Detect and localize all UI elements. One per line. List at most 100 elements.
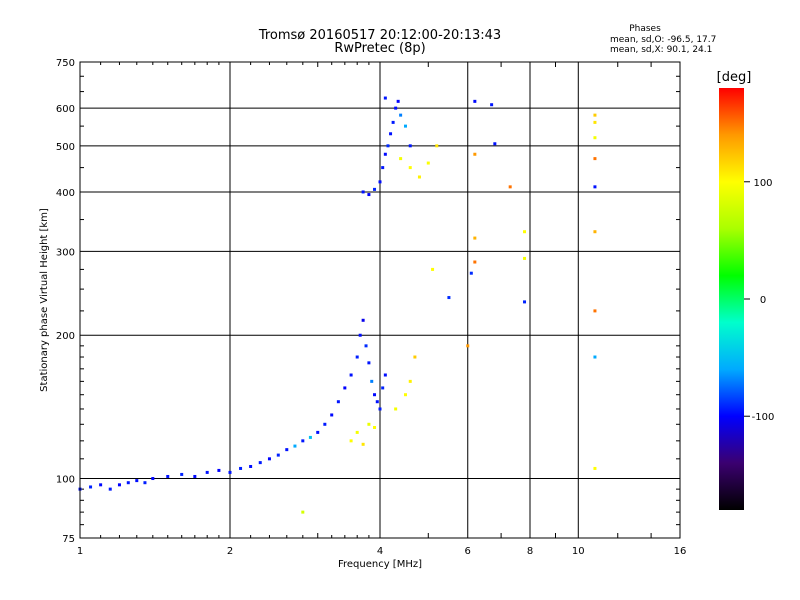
data-point	[249, 464, 253, 468]
colorbar-tick-label: 100	[753, 178, 772, 189]
colorbar-tick-label: 0	[760, 295, 766, 306]
data-point	[301, 510, 305, 514]
data-point	[466, 344, 470, 348]
data-point	[316, 430, 320, 434]
data-point	[358, 333, 362, 337]
x-tick-label: 1	[77, 546, 83, 557]
x-tick-label: 16	[674, 546, 687, 557]
data-point	[391, 120, 395, 124]
data-point	[473, 152, 477, 156]
y-tick-label: 500	[56, 142, 75, 153]
data-point	[383, 152, 387, 156]
data-point	[396, 99, 400, 103]
data-point	[301, 439, 305, 443]
colorbar-tick-label: -100	[752, 412, 775, 423]
data-point	[403, 393, 407, 397]
y-tick-label: 100	[56, 475, 75, 486]
data-point	[143, 481, 147, 485]
phases-o-mode: mean, sd,O: -96.5, 17.7	[610, 35, 716, 45]
data-point	[435, 144, 439, 148]
data-point	[349, 439, 353, 443]
data-point	[373, 187, 377, 191]
data-point	[593, 309, 597, 313]
data-point	[378, 180, 382, 184]
data-point	[593, 120, 597, 124]
data-point	[293, 444, 297, 448]
data-point	[394, 106, 398, 110]
scatter-points	[78, 96, 597, 514]
data-point	[403, 124, 407, 128]
data-point	[408, 144, 412, 148]
data-point	[523, 230, 527, 234]
data-point	[386, 144, 390, 148]
data-point	[367, 422, 371, 426]
y-tick-label: 600	[56, 104, 75, 115]
data-point	[399, 113, 403, 117]
data-point	[375, 400, 379, 404]
data-point	[523, 256, 527, 260]
data-point	[239, 466, 243, 470]
data-point	[166, 474, 170, 478]
x-tick-label: 2	[227, 546, 233, 557]
chart-title: Tromsø 20160517 20:12:00-20:13:43	[258, 28, 501, 43]
data-point	[593, 157, 597, 161]
data-point	[381, 166, 385, 170]
data-point	[367, 361, 371, 365]
data-point	[593, 136, 597, 140]
data-point	[89, 485, 93, 489]
data-point	[378, 407, 382, 411]
data-point	[285, 448, 289, 452]
y-tick-label: 400	[56, 188, 75, 199]
data-point	[490, 103, 494, 107]
data-point	[99, 483, 103, 487]
data-point	[417, 175, 421, 179]
colorbar-label: [deg]	[717, 70, 752, 85]
data-point	[193, 474, 197, 478]
data-point	[593, 113, 597, 117]
data-point	[308, 435, 312, 439]
data-point	[523, 300, 527, 304]
data-point	[473, 236, 477, 240]
x-tick-label: 8	[527, 546, 533, 557]
data-point	[349, 373, 353, 377]
data-point	[367, 193, 371, 197]
data-point	[205, 470, 209, 474]
data-point	[473, 99, 477, 103]
data-point	[361, 442, 365, 446]
data-point	[108, 487, 112, 491]
data-point	[217, 468, 221, 472]
data-point	[473, 260, 477, 264]
data-point	[276, 453, 280, 457]
data-point	[593, 185, 597, 189]
data-point	[267, 457, 271, 461]
data-point	[336, 400, 340, 404]
axis-ticks: 1 2 4 6 8 10 16 75 100 200 300 400 500 600 750	[56, 58, 686, 557]
data-point	[431, 267, 435, 271]
y-tick-label: 200	[56, 331, 75, 342]
data-point	[373, 425, 377, 429]
colorbar-ticks: 100 0 -100	[744, 178, 774, 423]
phases-x-mode: mean, sd,X: 90.1, 24.1	[610, 45, 712, 55]
data-point	[447, 296, 451, 300]
x-tick-label: 10	[572, 546, 585, 557]
data-point	[408, 379, 412, 383]
data-point	[508, 185, 512, 189]
data-point	[593, 230, 597, 234]
data-point	[383, 96, 387, 100]
phases-heading: Phases	[629, 24, 661, 34]
data-point	[323, 422, 327, 426]
x-axis-label: Frequency [MHz]	[338, 559, 422, 570]
data-point	[228, 470, 232, 474]
data-point	[364, 344, 368, 348]
x-tick-label: 4	[377, 546, 383, 557]
data-point	[361, 190, 365, 194]
data-point	[126, 481, 130, 485]
data-point	[151, 477, 155, 481]
data-point	[355, 355, 359, 359]
data-point	[426, 161, 430, 165]
chart-subtitle: RwPretec (8p)	[334, 41, 425, 56]
data-point	[493, 142, 497, 146]
data-point	[258, 461, 262, 465]
y-tick-label: 75	[62, 534, 75, 545]
colorbar	[719, 88, 744, 510]
